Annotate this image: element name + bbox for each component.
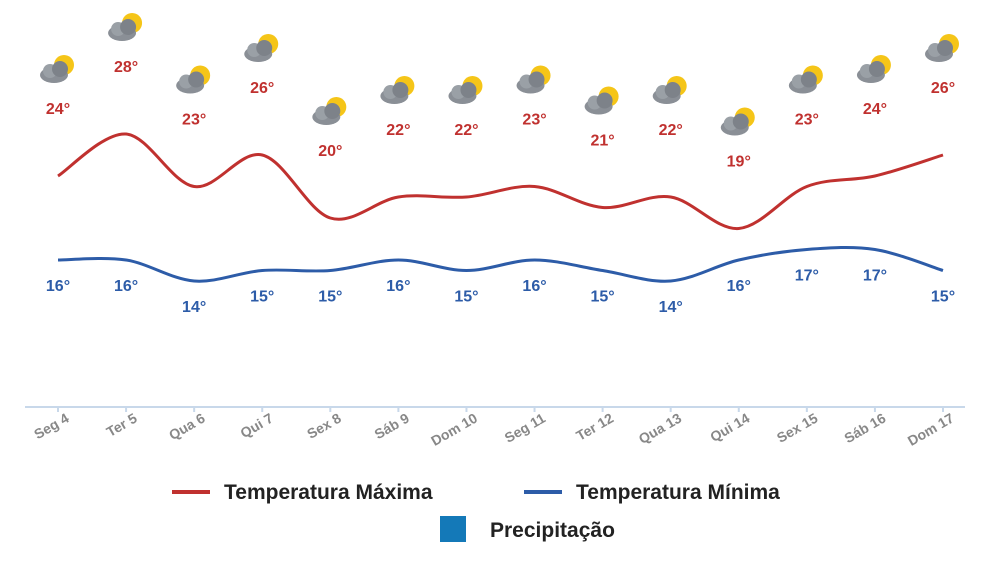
value-label: 16° xyxy=(114,278,138,295)
value-label: 22° xyxy=(659,122,683,139)
value-label: 20° xyxy=(318,143,342,160)
legend-label: Precipitação xyxy=(490,519,615,542)
value-label: 15° xyxy=(318,289,342,306)
value-label: 14° xyxy=(182,299,206,316)
weather-icon xyxy=(312,97,347,125)
weather-icon xyxy=(448,76,483,104)
value-label: 15° xyxy=(591,289,615,306)
x-tick-label: Dom 17 xyxy=(905,410,957,449)
value-label: 16° xyxy=(46,278,70,295)
value-label: 15° xyxy=(250,289,274,306)
value-label: 17° xyxy=(795,268,819,285)
weather-icon xyxy=(244,34,279,62)
value-label: 16° xyxy=(727,278,751,295)
weather-icon xyxy=(925,34,959,62)
x-tick-label: Sáb 16 xyxy=(841,410,888,447)
value-label: 23° xyxy=(182,112,206,129)
x-tick-label: Qui 14 xyxy=(707,410,752,445)
x-tick-label: Sex 8 xyxy=(304,410,344,442)
value-label: 15° xyxy=(931,289,955,306)
value-label: 23° xyxy=(795,112,819,129)
x-tick-label: Ter 5 xyxy=(103,410,139,440)
weather-icon xyxy=(380,76,415,104)
value-label: 15° xyxy=(454,289,478,306)
line xyxy=(57,245,944,283)
value-label: 17° xyxy=(863,268,887,285)
weather-icon xyxy=(516,65,551,94)
weather-icon xyxy=(720,107,755,136)
x-tick-label: Qui 7 xyxy=(237,410,276,441)
value-label: 19° xyxy=(727,154,751,171)
weather-icon xyxy=(652,76,687,104)
value-label: 22° xyxy=(454,122,478,139)
x-tick-label: Qua 13 xyxy=(636,410,685,447)
weather-icon xyxy=(176,65,211,94)
value-label: 24° xyxy=(863,101,887,118)
legend-swatch xyxy=(440,516,466,542)
value-label: 24° xyxy=(46,101,70,118)
weather-icon xyxy=(40,55,74,83)
weather-icon xyxy=(788,65,823,94)
weather-icon xyxy=(584,86,619,115)
value-label: 26° xyxy=(931,80,955,97)
value-label: 26° xyxy=(250,80,274,97)
value-label: 23° xyxy=(522,112,546,129)
legend-label: Temperatura Máxima xyxy=(224,481,433,504)
value-label: 21° xyxy=(591,133,615,150)
weather-icon xyxy=(856,55,891,83)
value-label: 16° xyxy=(386,278,410,295)
weather-icon xyxy=(108,13,143,41)
x-tick-label: Qua 6 xyxy=(166,410,208,443)
x-tick-label: Sex 15 xyxy=(774,410,821,446)
x-tick-label: Ter 12 xyxy=(573,410,616,444)
line xyxy=(57,132,944,231)
x-tick-label: Seg 11 xyxy=(502,410,549,446)
value-label: 16° xyxy=(522,278,546,295)
legend-label: Temperatura Mínima xyxy=(576,481,780,504)
value-label: 14° xyxy=(659,299,683,316)
x-tick-label: Dom 10 xyxy=(428,410,480,449)
value-label: 22° xyxy=(386,122,410,139)
value-label: 28° xyxy=(114,59,138,76)
x-tick-label: Sáb 9 xyxy=(372,410,413,443)
x-tick-label: Seg 4 xyxy=(31,410,72,443)
